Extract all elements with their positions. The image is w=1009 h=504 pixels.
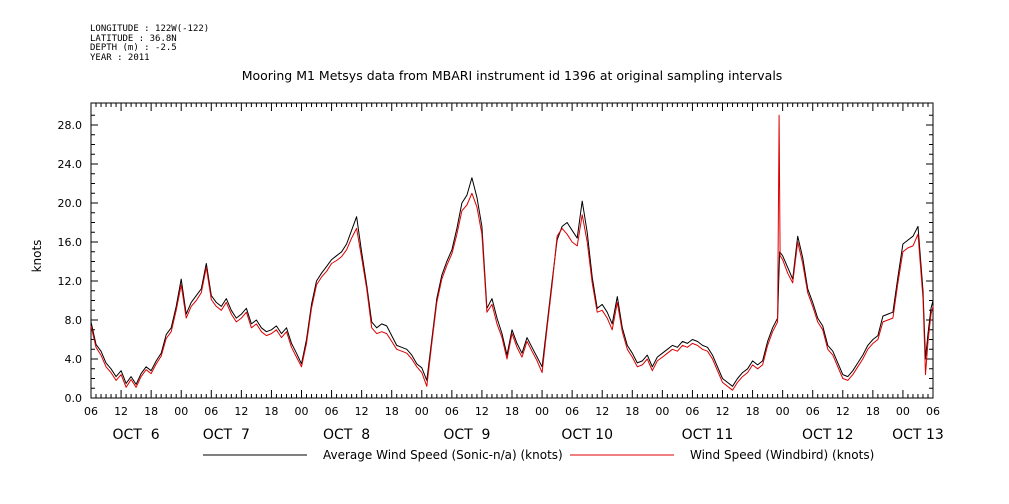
x-hour-label: 18 xyxy=(746,405,760,418)
x-hour-label: 00 xyxy=(295,405,309,418)
x-hour-label: 18 xyxy=(625,405,639,418)
y-tick-label: 4.0 xyxy=(65,353,83,366)
series-layer xyxy=(90,114,934,391)
x-hour-label: 06 xyxy=(926,405,940,418)
y-tick-label: 8.0 xyxy=(65,314,83,327)
x-day-label: OCT 8 xyxy=(323,427,370,443)
x-hour-label: 06 xyxy=(325,405,339,418)
y-tick-label: 12.0 xyxy=(58,275,83,288)
meta-latitude: LATITUDE : 36.8N xyxy=(90,34,177,44)
x-axis: 06 12 18 00 06 12 18 00 06 12 18 00 06 12 18 00 06 12 18 00… xyxy=(84,103,944,443)
y-axis-label: knots xyxy=(30,240,44,273)
meta-year: YEAR : 2011 xyxy=(90,53,150,63)
x-hour-label: 06 xyxy=(204,405,218,418)
meta-depth: DEPTH (m) : -2.5 xyxy=(90,43,177,53)
x-hour-label: 06 xyxy=(84,405,98,418)
y-axis: 0.0 4.0 8.0 12.0 16.0 20.0 24.0 28.0 xyxy=(58,114,933,405)
x-day-label: OCT 11 xyxy=(682,427,734,443)
x-hour-label: 06 xyxy=(806,405,820,418)
x-hour-label: 06 xyxy=(685,405,699,418)
series-average-wind-speed xyxy=(90,177,934,387)
x-hour-label: 00 xyxy=(535,405,549,418)
x-hour-label: 18 xyxy=(385,405,399,418)
x-day-label: OCT 7 xyxy=(203,427,250,443)
x-hour-label: 12 xyxy=(114,405,128,418)
y-tick-label: 20.0 xyxy=(58,197,83,210)
x-hour-label: 18 xyxy=(505,405,519,418)
chart-title: Mooring M1 Metsys data from MBARI instru… xyxy=(242,68,783,83)
x-hour-label: 00 xyxy=(174,405,188,418)
x-day-label: OCT 9 xyxy=(443,427,490,443)
x-day-label: OCT 6 xyxy=(113,427,160,443)
x-hour-label: 00 xyxy=(776,405,790,418)
y-tick-label: 28.0 xyxy=(58,119,83,132)
x-hour-label: 18 xyxy=(264,405,278,418)
x-day-label: OCT 12 xyxy=(802,427,854,443)
x-hour-label: 12 xyxy=(234,405,248,418)
x-hour-label: 18 xyxy=(144,405,158,418)
x-hour-label: 00 xyxy=(655,405,669,418)
legend-label-windbird: Wind Speed (Windbird) (knots) xyxy=(690,448,874,462)
x-hour-label: 12 xyxy=(716,405,730,418)
x-hour-label: 00 xyxy=(896,405,910,418)
x-hour-label: 12 xyxy=(595,405,609,418)
x-day-label: OCT 13 xyxy=(892,427,944,443)
legend-label-average: Average Wind Speed (Sonic-n/a) (knots) xyxy=(323,448,563,462)
x-hour-label: 12 xyxy=(355,405,369,418)
x-hour-label: 12 xyxy=(836,405,850,418)
plot-frame xyxy=(90,102,934,399)
metadata-block: LONGITUDE : 122W(-122) LATITUDE : 36.8N … xyxy=(90,24,209,63)
x-hour-label: 06 xyxy=(445,405,459,418)
y-tick-label: 24.0 xyxy=(58,158,83,171)
legend: Average Wind Speed (Sonic-n/a) (knots) W… xyxy=(203,448,874,462)
y-tick-label: 16.0 xyxy=(58,236,83,249)
meta-longitude: LONGITUDE : 122W(-122) xyxy=(90,24,209,34)
x-hour-label: 12 xyxy=(475,405,489,418)
series-windbird-wind-speed xyxy=(90,114,934,391)
x-hour-label: 18 xyxy=(866,405,880,418)
x-day-label: OCT 10 xyxy=(561,427,613,443)
y-tick-label: 0.0 xyxy=(65,392,83,405)
x-hour-label: 00 xyxy=(415,405,429,418)
x-hour-label: 06 xyxy=(565,405,579,418)
